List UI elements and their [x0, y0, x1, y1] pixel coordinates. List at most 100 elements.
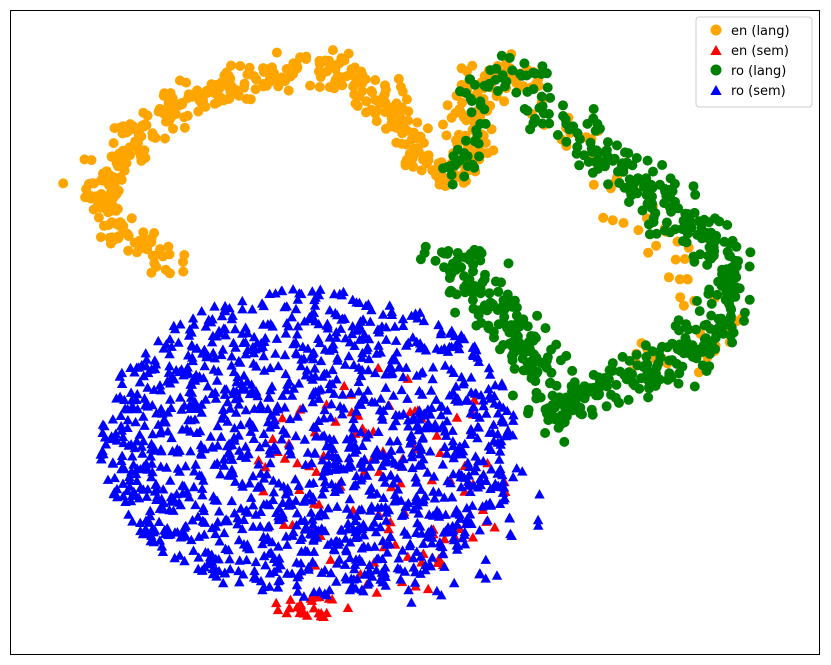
data-point — [497, 487, 509, 497]
data-point — [433, 319, 444, 330]
data-point — [316, 523, 327, 533]
data-point — [219, 515, 230, 526]
data-point — [593, 163, 604, 174]
legend-entry-ro-lang: ro (lang) — [710, 64, 786, 79]
data-point — [426, 402, 437, 412]
data-point — [446, 491, 457, 502]
data-point — [347, 321, 358, 331]
data-point — [253, 459, 264, 469]
data-point — [178, 266, 189, 277]
data-point — [537, 61, 548, 72]
data-point — [651, 228, 662, 239]
data-point — [105, 206, 116, 217]
data-point — [466, 372, 477, 382]
data-point — [144, 510, 156, 521]
data-point — [158, 504, 169, 514]
legend-marker-en-lang — [710, 24, 722, 36]
data-point — [233, 355, 244, 366]
data-point — [125, 362, 136, 372]
data-point — [721, 286, 732, 297]
data-point — [461, 514, 473, 524]
data-point — [390, 458, 401, 468]
data-point — [436, 344, 447, 355]
data-point — [576, 391, 586, 402]
data-point — [322, 320, 333, 330]
data-point — [492, 408, 504, 418]
data-point — [456, 63, 467, 74]
data-point — [332, 355, 343, 365]
data-point — [728, 327, 739, 338]
data-point — [291, 580, 303, 590]
data-point — [281, 318, 293, 328]
data-point — [698, 340, 709, 351]
data-point — [446, 364, 457, 374]
data-point — [413, 146, 424, 157]
data-point — [328, 388, 340, 398]
data-point — [683, 348, 694, 359]
data-point — [486, 464, 497, 474]
data-point — [138, 227, 149, 238]
data-point — [276, 434, 287, 444]
data-point — [439, 561, 450, 571]
data-point — [387, 367, 398, 377]
data-point — [131, 475, 143, 485]
data-point — [212, 457, 223, 468]
data-point — [474, 151, 484, 162]
data-point — [345, 387, 357, 398]
legend-label-en-sem: en (sem) — [731, 44, 789, 59]
data-point — [395, 495, 407, 505]
data-point — [272, 582, 284, 592]
data-point — [188, 319, 200, 329]
data-point — [143, 367, 154, 378]
data-point — [178, 256, 188, 267]
data-point — [534, 489, 545, 499]
data-point — [607, 155, 618, 166]
data-point — [425, 561, 436, 571]
data-point — [152, 491, 163, 501]
data-point — [156, 425, 167, 435]
data-point — [392, 435, 403, 446]
data-point — [358, 586, 369, 596]
data-point — [192, 511, 204, 521]
data-point — [160, 133, 170, 144]
data-point — [230, 393, 241, 404]
data-point — [373, 340, 384, 350]
data-point — [139, 119, 150, 130]
data-point — [219, 389, 231, 399]
data-point — [348, 413, 359, 424]
data-point — [216, 431, 227, 441]
data-point — [458, 333, 470, 344]
data-point — [690, 189, 701, 200]
data-point — [222, 396, 233, 407]
data-point — [334, 484, 345, 494]
data-point — [188, 545, 199, 555]
data-point — [323, 503, 334, 513]
data-point — [255, 468, 266, 478]
data-point — [217, 344, 229, 354]
data-point — [132, 247, 142, 258]
data-point — [250, 556, 262, 567]
data-point — [412, 117, 423, 128]
data-point — [326, 398, 337, 409]
data-point — [319, 404, 330, 415]
data-point — [555, 355, 566, 366]
data-point — [673, 378, 684, 389]
data-point — [383, 524, 394, 534]
data-point — [258, 350, 269, 361]
data-point — [460, 287, 471, 298]
data-point — [350, 515, 361, 525]
data-point — [310, 386, 321, 396]
data-point — [293, 480, 305, 490]
data-point — [390, 409, 401, 419]
data-point — [299, 316, 310, 326]
data-point — [247, 304, 258, 314]
data-point — [315, 355, 327, 366]
data-point — [423, 527, 434, 537]
data-point — [250, 509, 262, 519]
data-point — [446, 112, 457, 123]
data-point — [618, 162, 629, 173]
data-point — [408, 504, 420, 514]
data-point — [209, 98, 220, 109]
data-point — [361, 96, 372, 107]
data-point — [415, 368, 427, 378]
